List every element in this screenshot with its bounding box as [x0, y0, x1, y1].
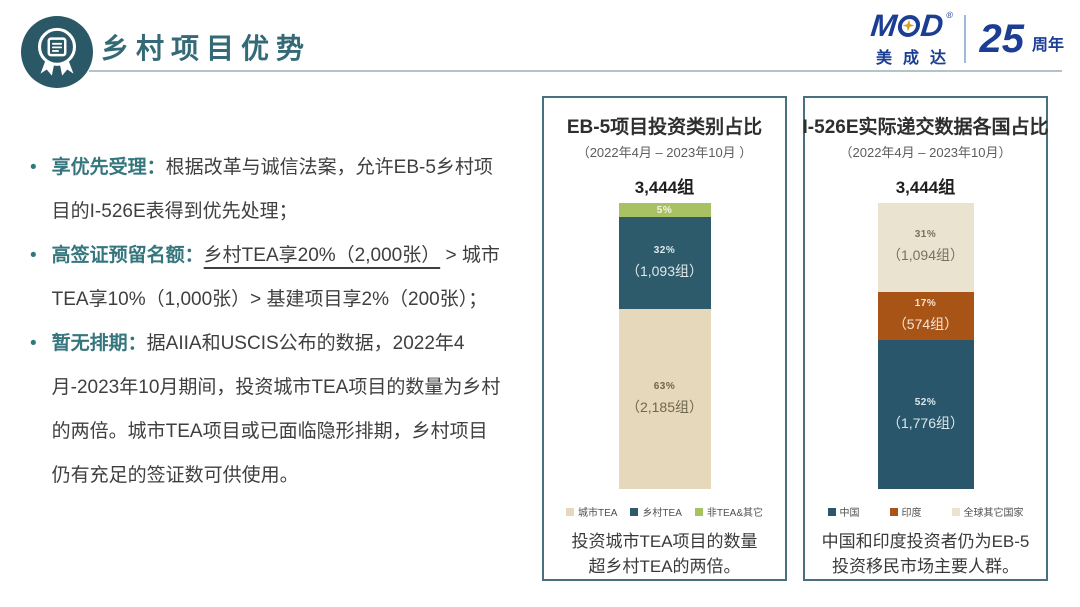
brand-name-chinese: 美成达 [876, 50, 958, 67]
legend-item-乡村TEA: 乡村TEA [630, 504, 682, 519]
bar-segment-全球其它国家: 31% （1,094组） [877, 203, 974, 292]
bar-segment-印度: 17% （574组） [877, 291, 974, 341]
segment-percent-label: 31% [914, 229, 937, 241]
legend-item-印度: 印度 [889, 504, 922, 519]
stacked-bar: 31% （1,094组） 17% （574组） 52% （1,776组） [877, 203, 974, 489]
legend-item-城市TEA: 城市TEA [565, 504, 618, 519]
caption-line: 投资城市TEA项目的数量 [571, 532, 758, 551]
chart-title: EB-5项目投资类别占比 [566, 117, 763, 138]
chart-subtitle: （2022年4月 – 2023年10月 ） [576, 145, 753, 160]
segment-count-label: （574组） [892, 315, 959, 332]
segment-percent-label: 5% [656, 204, 673, 216]
caption-line: 超乡村TEA的两倍。 [588, 557, 741, 576]
segment-count-label: （1,093组） [625, 263, 704, 280]
bullet-underlined: 乡村TEA享20%（2,000张） [203, 245, 441, 266]
bullet-body: > 城市TEA享10%（1,000张）> 基建项目享2%（200张）； [51, 245, 500, 310]
bar-segment-中国: 52% （1,776组） [877, 340, 974, 489]
chart-total-label: 3,444组 [895, 178, 956, 197]
chart-panel-i526e-by-country: I-526E实际递交数据各国占比 （2022年4月 – 2023年10月） 3,… [802, 96, 1049, 581]
bullet-item-priority-processing: 享优先受理：根据改革与诚信法案，允许EB-5乡村项目的I-526E表得到优先处理… [30, 146, 504, 234]
bullet-text: 暂无排期：据AIIA和USCIS公布的数据，2022年4月-2023年10月期间… [52, 322, 504, 498]
legend-label: 城市TEA [577, 508, 618, 519]
header-divider [89, 70, 1062, 72]
chart-caption: 中国和印度投资者仍为EB-5 投资移民市场主要人群。 [822, 529, 1030, 579]
legend-swatch [951, 507, 960, 516]
anniversary-mark: 25 周年 [979, 17, 1064, 61]
bullet-lead: 暂无排期： [51, 333, 147, 354]
legend-swatch [889, 507, 898, 516]
segment-count-label: （1,094组） [886, 247, 965, 264]
legend: 中国 印度 全球其它国家 [827, 504, 1024, 519]
bullet-body: 据AIIA和USCIS公布的数据，2022年4月-2023年10月期间，投资城市… [51, 333, 501, 486]
segment-percent-label: 52% [914, 396, 937, 408]
chart-title: I-526E实际递交数据各国占比 [802, 117, 1049, 138]
legend: 城市TEA 乡村TEA 非TEA&其它 [565, 504, 764, 519]
caption-line: 投资移民市场主要人群。 [831, 557, 1019, 576]
page-title: 乡村项目优势 [101, 33, 312, 64]
legend-item-非TEA&其它: 非TEA&其它 [694, 504, 764, 519]
logo-letter-d: D [918, 8, 945, 43]
segment-count-label: （2,185组） [625, 398, 704, 415]
logo-letter-m: M [868, 8, 899, 43]
logo-divider [964, 15, 967, 63]
brand-logo: M D ® 美成达 25 周年 [868, 8, 1064, 68]
segment-percent-label: 63% [653, 380, 676, 392]
caption-line: 中国和印度投资者仍为EB-5 [821, 532, 1030, 551]
bar-segment-城市TEA: 63% （2,185组） [618, 308, 711, 489]
chart-subtitle: （2022年4月 – 2023年10月） [839, 145, 1012, 160]
chart-panel-eb5-investment-category: EB-5项目投资类别占比 （2022年4月 – 2023年10月 ） 3,444… [542, 96, 787, 581]
mcd-logo: M D ® 美成达 [868, 8, 954, 68]
legend-swatch [630, 507, 639, 516]
legend-label: 印度 [901, 508, 922, 519]
legend-label: 乡村TEA [642, 508, 682, 519]
segment-percent-label: 32% [653, 245, 676, 257]
segment-count-label: （1,776组） [886, 414, 965, 431]
segment-percent-label: 17% [914, 297, 937, 309]
legend-label: 非TEA&其它 [706, 508, 764, 519]
bullet-lead: 享优先受理： [51, 157, 166, 178]
legend-swatch [694, 507, 703, 516]
legend-label: 全球其它国家 [963, 508, 1024, 519]
bullet-text: 高签证预留名额：乡村TEA享20%（2,000张） > 城市TEA享10%（1,… [52, 234, 504, 322]
chart-caption: 投资城市TEA项目的数量 超乡村TEA的两倍。 [571, 529, 757, 579]
bar-segment-乡村TEA: 32% （1,093组） [618, 217, 711, 309]
legend-swatch [827, 507, 836, 516]
chart-total-label: 3,444组 [634, 178, 695, 197]
compass-star-icon [896, 14, 921, 37]
bullet-lead: 高签证预留名额： [51, 245, 204, 266]
bullet-item-no-backlog: 暂无排期：据AIIA和USCIS公布的数据，2022年4月-2023年10月期间… [30, 322, 504, 498]
legend-item-中国: 中国 [827, 504, 860, 519]
stacked-bar: 5% 32% （1,093组） 63% （2,185组） [618, 203, 711, 489]
bar-segment-非TEA&其它: 5% [618, 203, 711, 218]
legend-item-全球其它国家: 全球其它国家 [951, 504, 1024, 519]
anniversary-number: 25 [979, 17, 1024, 61]
legend-swatch [565, 507, 574, 516]
award-badge-icon [21, 16, 93, 88]
registered-trademark: ® [945, 10, 954, 20]
mcd-letters: M D ® [868, 8, 954, 43]
bullet-item-visa-reserve: 高签证预留名额：乡村TEA享20%（2,000张） > 城市TEA享10%（1,… [30, 234, 504, 322]
bullet-text: 享优先受理：根据改革与诚信法案，允许EB-5乡村项目的I-526E表得到优先处理… [52, 146, 504, 234]
bullet-body: 根据改革与诚信法案，允许EB-5乡村项目的I-526E表得到优先处理； [51, 157, 493, 222]
anniversary-suffix: 周年 [1031, 37, 1064, 54]
legend-label: 中国 [839, 508, 860, 519]
bullet-list: 享优先受理：根据改革与诚信法案，允许EB-5乡村项目的I-526E表得到优先处理… [30, 146, 504, 498]
